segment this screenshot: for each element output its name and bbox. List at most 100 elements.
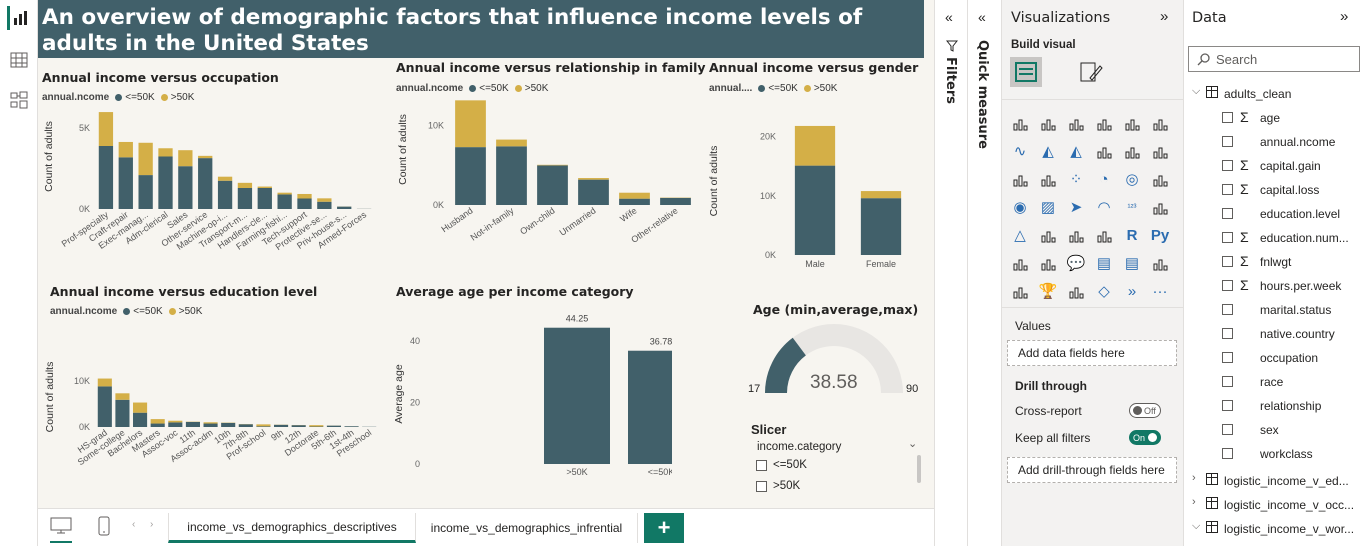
decomposition-tree-icon[interactable] — [1037, 252, 1059, 274]
field-checkbox[interactable] — [1222, 136, 1233, 147]
map-icon[interactable]: ◉ — [1013, 199, 1027, 216]
clustered-column-chart-icon[interactable] — [1093, 112, 1115, 134]
data-table[interactable]: ⌵ logistic_income_v_wor... — [1184, 518, 1364, 540]
education-chart[interactable]: Count of adults 0K10KHS-gradSome-collegeB… — [38, 320, 388, 505]
stacked-column-chart-icon[interactable] — [1037, 112, 1059, 134]
pie-chart-icon[interactable]: ◔ — [1099, 170, 1109, 188]
keep-all-filters-toggle[interactable]: On — [1129, 430, 1161, 445]
age-gauge[interactable] — [743, 320, 928, 405]
expand-quick-measure-icon[interactable]: « — [978, 9, 986, 25]
field-checkbox[interactable] — [1222, 208, 1233, 219]
format-visual-icon[interactable] — [1078, 60, 1104, 89]
field-checkbox[interactable] — [1222, 112, 1233, 123]
funnel-chart-icon[interactable] — [1037, 168, 1059, 190]
data-field[interactable]: native.country — [1184, 323, 1364, 345]
qa-icon[interactable]: 💬 — [1066, 255, 1086, 272]
chevron-right-icon[interactable]: › — [1192, 472, 1196, 484]
ribbon-chart-icon[interactable] — [1149, 140, 1171, 162]
100-stacked-column-chart-icon[interactable] — [1149, 112, 1171, 134]
cross-report-toggle[interactable]: Off — [1129, 403, 1161, 418]
field-checkbox[interactable] — [1222, 448, 1233, 459]
filled-map-icon[interactable]: ▨ — [1040, 199, 1056, 216]
field-checkbox[interactable] — [1222, 160, 1233, 171]
tab-scroll-right-icon[interactable]: › — [150, 519, 154, 530]
field-checkbox[interactable] — [1222, 424, 1233, 435]
slicer-option[interactable]: <=50K — [756, 459, 807, 471]
data-field[interactable]: workclass — [1184, 443, 1364, 465]
table-view-icon[interactable] — [7, 48, 31, 72]
line-clustered-column-chart-icon[interactable] — [1121, 140, 1143, 162]
line-column-chart-icon[interactable] — [1093, 140, 1115, 162]
field-checkbox[interactable] — [1222, 304, 1233, 315]
waterfall-chart-icon[interactable] — [1009, 168, 1031, 190]
chevron-right-icon[interactable]: › — [1192, 496, 1196, 508]
matrix-icon[interactable] — [1093, 224, 1115, 246]
power-automate-icon[interactable] — [1009, 280, 1031, 302]
model-view-icon[interactable] — [7, 88, 31, 112]
field-checkbox[interactable] — [1222, 184, 1233, 195]
filters-pane[interactable]: « Filters — [934, 0, 968, 546]
slicer-icon[interactable] — [1037, 224, 1059, 246]
data-field[interactable]: occupation — [1184, 347, 1364, 369]
slicer-checkbox[interactable] — [756, 480, 767, 492]
field-checkbox[interactable] — [1222, 232, 1233, 243]
clustered-bar-chart-icon[interactable] — [1065, 112, 1087, 134]
slicer-checkbox[interactable] — [756, 459, 767, 471]
values-drop-zone[interactable]: Add data fields here — [1007, 340, 1177, 366]
metrics-icon[interactable]: 🏆 — [1038, 283, 1058, 300]
field-checkbox[interactable] — [1222, 400, 1233, 411]
relationship-chart[interactable]: Count of adults 0K 10K HusbandNot-in-family… — [392, 95, 702, 265]
build-visual-tab[interactable] — [1010, 57, 1042, 87]
slicer-chevron-icon[interactable]: ⌄ — [908, 438, 918, 450]
kpi-icon[interactable]: △ — [1014, 227, 1026, 244]
stacked-bar-chart-icon[interactable] — [1009, 112, 1031, 134]
occupation-chart[interactable]: Count of adults0K5KProf-specialtyCraft-r… — [38, 100, 388, 270]
python-visual-icon[interactable]: Py — [1150, 226, 1170, 244]
stacked-area-chart-icon[interactable]: ◭ — [1070, 143, 1082, 160]
data-search-box[interactable]: Search — [1188, 46, 1360, 72]
data-field[interactable]: race — [1184, 371, 1364, 393]
field-checkbox[interactable] — [1222, 256, 1233, 267]
data-table[interactable]: › logistic_income_v_occ... — [1184, 494, 1364, 516]
collapse-viz-icon[interactable]: » — [1160, 8, 1169, 25]
azure-map-icon[interactable]: ➤ — [1069, 199, 1083, 216]
tab-descriptives[interactable]: income_vs_demographics_descriptives — [168, 513, 416, 543]
age-chart[interactable]: Average age 0 20 40 44.25 >50K 36.78 <=50K — [392, 300, 672, 485]
paginated-report-icon[interactable]: ▤ — [1124, 255, 1140, 272]
r-visual-icon[interactable]: R — [1126, 226, 1138, 244]
chevron-down-icon[interactable]: ⌵ — [1192, 520, 1201, 532]
report-view-icon[interactable] — [7, 6, 31, 30]
expand-filters-icon[interactable]: « — [945, 9, 953, 25]
power-apps-icon[interactable] — [1149, 252, 1171, 274]
field-checkbox[interactable] — [1222, 280, 1233, 291]
data-table[interactable]: ⌵ adults_clean — [1184, 83, 1364, 105]
multi-row-card-icon[interactable] — [1149, 196, 1171, 218]
smart-narrative-icon[interactable]: ▤ — [1096, 255, 1112, 272]
data-field[interactable]: annual.ncome — [1184, 131, 1364, 153]
chevron-visual-icon[interactable]: » — [1127, 282, 1137, 300]
collapse-data-icon[interactable]: » — [1340, 8, 1349, 25]
field-checkbox[interactable] — [1222, 352, 1233, 363]
desktop-layout-icon[interactable] — [50, 517, 72, 543]
data-field[interactable]: marital.status — [1184, 299, 1364, 321]
line-chart-icon[interactable]: ∿ — [1013, 143, 1027, 160]
mobile-layout-icon[interactable] — [98, 516, 110, 539]
arcgis-map-icon[interactable] — [1065, 280, 1087, 302]
data-field[interactable]: sex — [1184, 419, 1364, 441]
field-checkbox[interactable] — [1222, 328, 1233, 339]
data-field[interactable]: education.level — [1184, 203, 1364, 225]
tab-infrential[interactable]: income_vs_demographics_infrential — [416, 513, 638, 543]
table-icon[interactable] — [1065, 224, 1087, 246]
field-checkbox[interactable] — [1222, 376, 1233, 387]
100-stacked-bar-chart-icon[interactable] — [1121, 112, 1143, 134]
slicer-scrollbar[interactable] — [917, 455, 921, 483]
tab-scroll-left-icon[interactable]: ‹ — [132, 519, 136, 530]
gender-chart[interactable]: Count of adults 0K 10K 20K Male Female — [702, 95, 924, 270]
more-visuals-icon[interactable]: ··· — [1152, 282, 1168, 300]
quick-measure-pane[interactable]: « Quick measure — [968, 0, 1002, 546]
